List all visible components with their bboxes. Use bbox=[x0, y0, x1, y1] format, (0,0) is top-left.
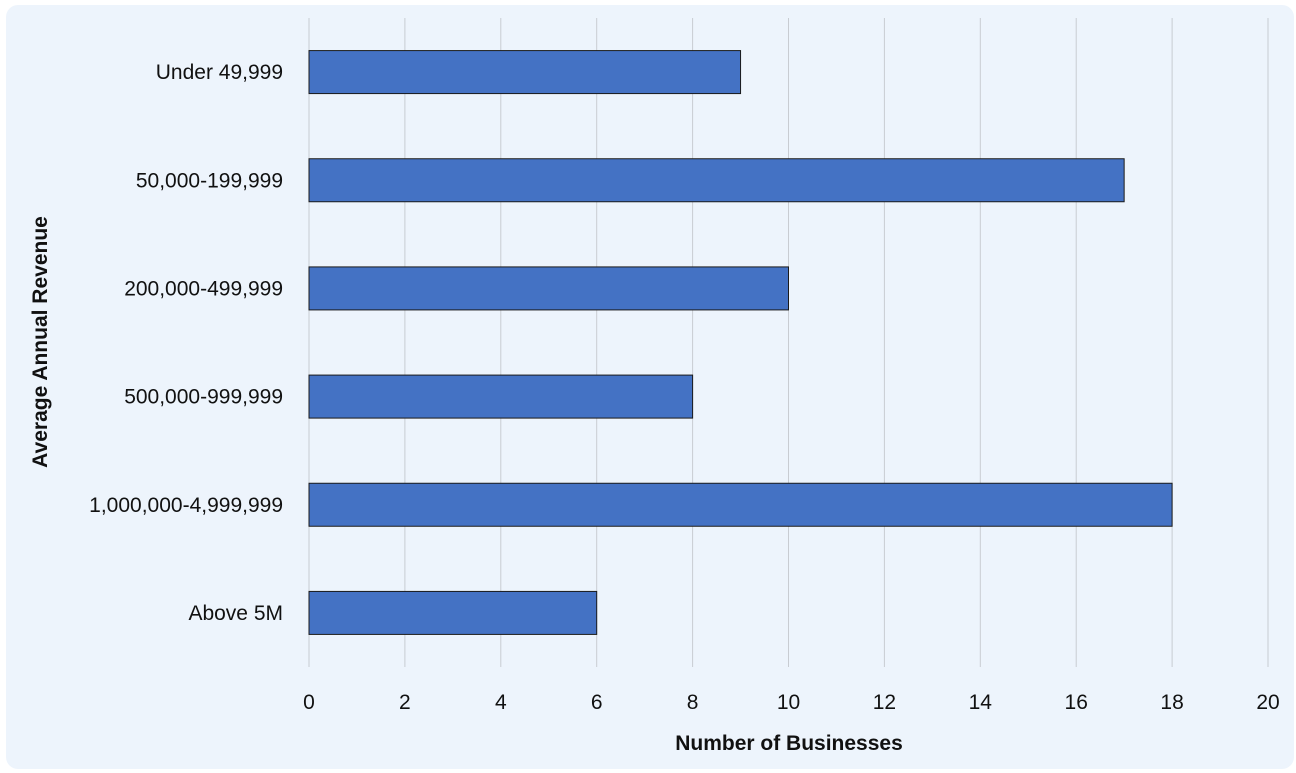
x-tick-label: 18 bbox=[1160, 691, 1183, 714]
gridlines bbox=[308, 18, 1269, 667]
category-label: Above 5M bbox=[188, 602, 283, 625]
x-tick-label: 4 bbox=[495, 691, 507, 714]
x-axis-title: Number of Businesses bbox=[675, 732, 903, 755]
category-label: 50,000-199,999 bbox=[136, 169, 283, 192]
x-tick-label: 10 bbox=[777, 691, 800, 714]
bar-1 bbox=[308, 158, 1125, 203]
bars bbox=[308, 50, 1173, 635]
x-tick-label: 20 bbox=[1256, 691, 1279, 714]
bar-5 bbox=[308, 590, 598, 635]
x-tick-label: 8 bbox=[687, 691, 699, 714]
y-axis-title: Average Annual Revenue bbox=[29, 216, 52, 468]
category-label: Under 49,999 bbox=[156, 61, 283, 84]
category-label: 1,000,000-4,999,999 bbox=[89, 494, 283, 517]
x-tick-label: 12 bbox=[873, 691, 896, 714]
category-label: 200,000-499,999 bbox=[124, 277, 283, 300]
x-tick-labels: 0 2 4 6 8 10 12 14 16 18 20 bbox=[303, 691, 1280, 714]
bar-3 bbox=[308, 374, 694, 419]
x-tick-label: 2 bbox=[399, 691, 411, 714]
x-tick-label: 14 bbox=[969, 691, 993, 714]
bar-0 bbox=[308, 50, 742, 95]
category-labels: Under 49,999 50,000-199,999 200,000-499,99… bbox=[89, 61, 283, 625]
x-tick-label: 0 bbox=[303, 691, 315, 714]
bar-2 bbox=[308, 266, 789, 311]
bar-4 bbox=[308, 482, 1173, 527]
category-label: 500,000-999,999 bbox=[124, 386, 283, 409]
x-tick-label: 6 bbox=[591, 691, 603, 714]
x-tick-label: 16 bbox=[1065, 691, 1088, 714]
